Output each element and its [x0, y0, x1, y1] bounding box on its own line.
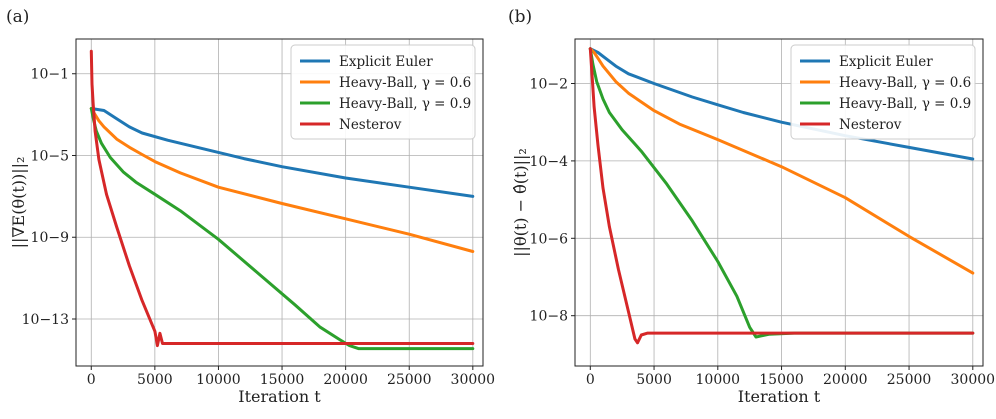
axes-frame — [75, 38, 484, 367]
x-tick-label: 20000 — [323, 372, 368, 388]
x-tick-label: 30000 — [451, 372, 496, 388]
x-tick-label: 10000 — [696, 372, 741, 388]
legend-label: Nesterov — [339, 117, 402, 133]
legend-box — [790, 44, 976, 140]
y-tick-label: 10−6 — [530, 231, 569, 247]
x-tick-label: 5000 — [636, 372, 672, 388]
series-line-2 — [588, 47, 975, 275]
x-tick-label: 25000 — [387, 372, 432, 388]
x-tick-label: 5000 — [137, 372, 173, 388]
series-line-4 — [588, 47, 975, 345]
y-tick-label: 10−4 — [530, 154, 569, 170]
series-group — [89, 49, 475, 351]
y-tick-label: 10−8 — [530, 309, 568, 325]
legend-box — [290, 44, 476, 140]
x-tick-label: 20000 — [823, 372, 868, 388]
x-tick-label: 15000 — [260, 372, 305, 388]
y-tick-label: 10−13 — [22, 312, 69, 328]
legend-label: Heavy-Ball, γ = 0.9 — [839, 96, 971, 112]
y-tick-label: 10−9 — [31, 230, 69, 246]
axes-frame — [574, 38, 984, 367]
legend-label: Heavy-Ball, γ = 0.6 — [339, 75, 471, 91]
y-tick-label: 10−5 — [31, 148, 69, 164]
legend-label: Heavy-Ball, γ = 0.9 — [339, 96, 471, 112]
y-axis-label: ||∇E(θ(t))||₂ — [9, 157, 28, 249]
panel-label: (b) — [508, 7, 532, 27]
legend-label: Heavy-Ball, γ = 0.6 — [839, 75, 971, 91]
series-line-2 — [89, 107, 475, 253]
series-group — [588, 47, 975, 345]
series-line-4 — [89, 49, 475, 348]
y-axis-label: ||θ(t) − θ̂(t)||₂ — [511, 148, 530, 257]
panel-label: (a) — [6, 7, 29, 27]
y-tick-label: 10−1 — [31, 67, 69, 83]
x-tick-label: 0 — [586, 372, 595, 388]
x-tick-label: 0 — [87, 372, 96, 388]
x-tick-label: 30000 — [951, 372, 996, 388]
legend-label: Explicit Euler — [339, 54, 433, 70]
legend-label: Explicit Euler — [839, 54, 933, 70]
series-line-3 — [89, 107, 475, 351]
series-line-1 — [89, 107, 475, 198]
legend-label: Nesterov — [839, 117, 902, 133]
x-tick-label: 10000 — [196, 372, 241, 388]
panel-b: 0 5000 10000 15000 20000 25000 30000 10−2 10−4 10… — [508, 7, 995, 406]
x-tick-label: 25000 — [887, 372, 932, 388]
y-tick-label: 10−2 — [530, 77, 568, 93]
panel-a: 0 5000 10000 15000 20000 25000 30000 10−1 10−5 10… — [6, 7, 495, 406]
x-axis-label: Iteration t — [238, 387, 321, 406]
x-axis-label: Iteration t — [738, 387, 821, 406]
x-tick-label: 15000 — [759, 372, 804, 388]
series-line-3 — [588, 47, 975, 339]
